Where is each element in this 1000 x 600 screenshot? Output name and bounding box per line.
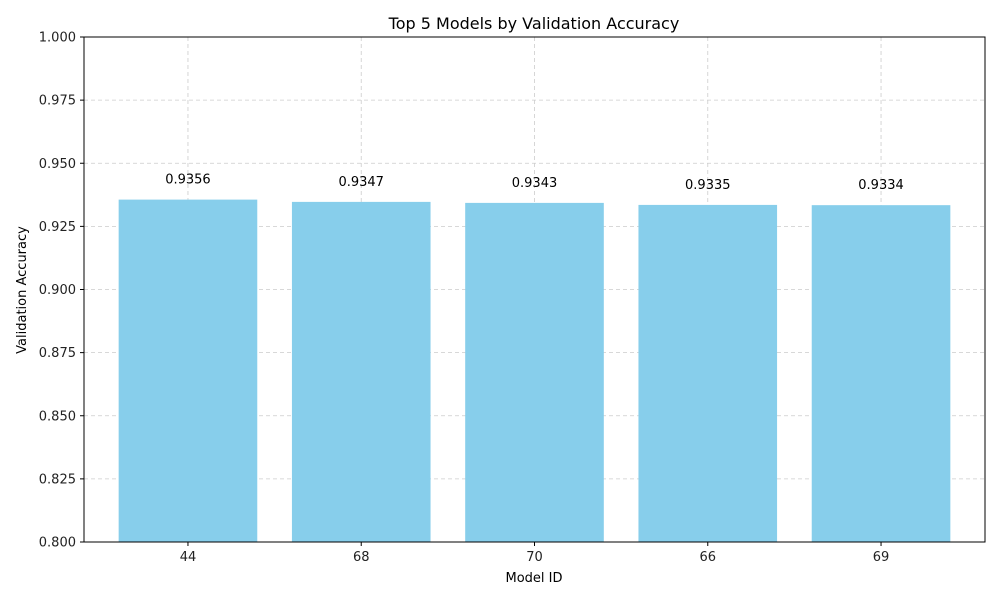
y-tick-label: 0.850 (39, 409, 76, 424)
x-tick-label: 69 (873, 550, 890, 565)
bar (811, 205, 951, 543)
y-tick-label: 0.800 (39, 536, 76, 551)
bar (465, 202, 604, 542)
y-tick-label: 0.950 (39, 157, 76, 172)
bars (118, 199, 951, 543)
x-tick-label: 66 (699, 550, 716, 565)
y-tick-label: 0.975 (39, 94, 76, 109)
bar-value-label: 0.9335 (685, 178, 731, 193)
bar (118, 199, 258, 543)
y-axis: 0.800 0.825 0.850 0.875 0.900 0.925 0.950 0.975… (39, 31, 84, 551)
chart-title: Top 5 Models by Validation Accuracy (388, 14, 680, 33)
data-labels: 0.9356 0.9347 0.9343 0.9335 0.9334 (165, 173, 904, 194)
bar (638, 204, 778, 542)
y-tick-label: 0.925 (39, 220, 76, 235)
y-tick-label: 0.900 (39, 283, 76, 298)
x-axis: 44 68 70 66 69 (180, 542, 890, 565)
y-tick-label: 0.875 (39, 346, 76, 361)
y-tick-label: 1.000 (39, 31, 76, 46)
x-tick-label: 68 (353, 550, 370, 565)
x-tick-label: 44 (180, 550, 197, 565)
bar-value-label: 0.9356 (165, 173, 211, 188)
bar-value-label: 0.9347 (338, 175, 384, 190)
bar-value-label: 0.9343 (512, 176, 558, 191)
bar (291, 201, 431, 542)
x-axis-title: Model ID (505, 571, 562, 586)
bar-value-label: 0.9334 (858, 178, 904, 193)
x-tick-label: 70 (526, 550, 543, 565)
y-axis-title: Validation Accuracy (15, 226, 30, 354)
y-tick-label: 0.825 (39, 472, 76, 487)
